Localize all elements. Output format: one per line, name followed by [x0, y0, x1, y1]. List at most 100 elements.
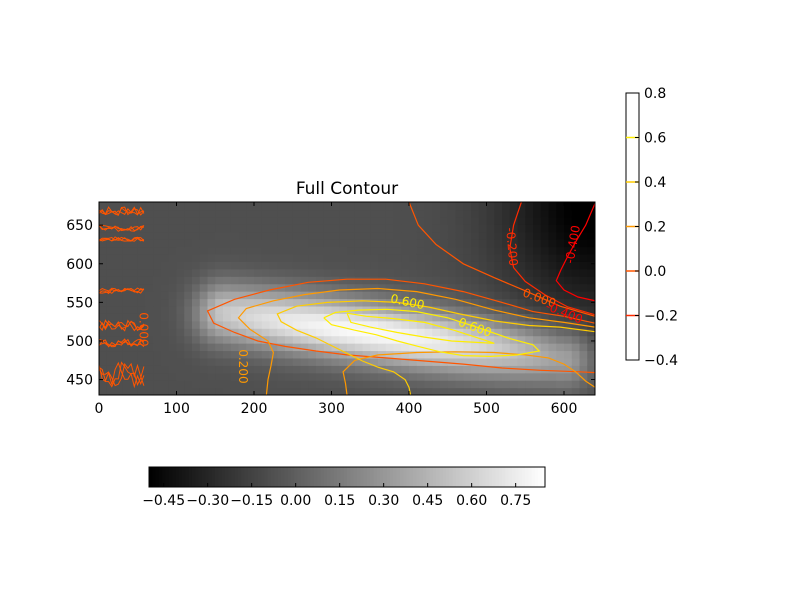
heatmap-cell	[223, 305, 232, 314]
heatmap-cell	[308, 320, 317, 329]
heatmap-cell	[106, 357, 116, 366]
heatmap-cell	[401, 320, 410, 329]
heatmap-cell	[339, 305, 348, 314]
heatmap-cell	[192, 224, 201, 233]
heatmap-cell	[161, 380, 170, 389]
heatmap-cell	[509, 231, 519, 240]
heatmap-cell	[285, 209, 294, 218]
heatmap-cell	[486, 387, 495, 395]
image-colorbar-segment	[366, 467, 371, 487]
heatmap-cell	[238, 380, 247, 389]
heatmap-cell	[354, 261, 364, 270]
heatmap-cell	[316, 343, 325, 352]
heatmap-cell	[300, 209, 309, 218]
heatmap-cell	[254, 343, 263, 352]
heatmap-cell	[176, 357, 185, 366]
heatmap-cell	[192, 313, 201, 322]
heatmap-cell	[587, 320, 595, 329]
heatmap-cell	[199, 372, 209, 381]
heatmap-cell	[579, 335, 588, 344]
heatmap-cell	[424, 365, 433, 374]
heatmap-cell	[525, 239, 534, 248]
heatmap-cell	[292, 365, 302, 374]
heatmap-cell	[370, 372, 379, 381]
heatmap-cell	[533, 224, 542, 233]
heatmap-cell	[114, 387, 123, 395]
heatmap-cell	[230, 335, 240, 344]
x-tick-label: 100	[163, 401, 190, 417]
heatmap-cell	[416, 357, 426, 366]
heatmap-cell	[99, 216, 108, 225]
heatmap-cell	[463, 224, 472, 233]
heatmap-cell	[494, 246, 503, 255]
heatmap-cell	[486, 216, 495, 225]
heatmap-cell	[533, 298, 542, 307]
image-colorbar-segment	[162, 467, 167, 487]
heatmap-cell	[385, 239, 395, 248]
heatmap-cell	[238, 261, 247, 270]
image-colorbar-segment	[191, 467, 196, 487]
heatmap-cell	[370, 320, 379, 329]
heatmap-cell	[556, 380, 565, 389]
heatmap-cell	[494, 320, 503, 329]
heatmap-cell	[223, 335, 232, 344]
heatmap-cell	[308, 283, 317, 292]
heatmap-cell	[556, 305, 565, 314]
heatmap-cell	[316, 365, 325, 374]
heatmap-cell	[207, 216, 216, 225]
heatmap-cell	[184, 291, 193, 300]
heatmap-cell	[502, 209, 511, 218]
heatmap-cell	[517, 253, 526, 262]
heatmap-cell	[478, 380, 488, 389]
heatmap-cell	[130, 224, 139, 233]
contour-colorbar-label: −0.2	[644, 309, 678, 325]
heatmap-cell	[440, 261, 449, 270]
heatmap-cell	[261, 343, 271, 352]
heatmap-cell	[246, 380, 255, 389]
heatmap-cell	[494, 202, 503, 211]
heatmap-cell	[254, 276, 263, 285]
heatmap-cell	[285, 320, 294, 329]
heatmap-cell	[401, 350, 410, 359]
heatmap-cell	[137, 343, 147, 352]
heatmap-cell	[254, 387, 263, 395]
heatmap-cell	[246, 246, 255, 255]
heatmap-cell	[447, 357, 457, 366]
heatmap-cell	[540, 313, 550, 322]
heatmap-cell	[548, 372, 557, 381]
heatmap-cell	[416, 239, 426, 248]
image-colorbar-segment	[340, 467, 345, 487]
heatmap-cell	[432, 276, 441, 285]
heatmap-cell	[137, 387, 147, 395]
heatmap-cell	[587, 365, 595, 374]
heatmap-cell	[292, 253, 302, 262]
heatmap-cell	[261, 320, 271, 329]
heatmap-cell	[230, 365, 240, 374]
heatmap-cell	[533, 276, 542, 285]
heatmap-cell	[533, 216, 542, 225]
heatmap-cell	[432, 209, 441, 218]
x-tick-label: 400	[396, 401, 423, 417]
heatmap-cell	[308, 305, 317, 314]
heatmap-cell	[238, 387, 247, 395]
heatmap-cell	[238, 231, 247, 240]
heatmap-cell	[207, 320, 216, 329]
heatmap-cell	[122, 202, 131, 211]
heatmap-cell	[455, 253, 464, 262]
image-colorbar-segment	[360, 467, 365, 487]
heatmap-cell	[300, 305, 309, 314]
heatmap-cell	[502, 268, 511, 277]
heatmap-cell	[517, 216, 526, 225]
image-colorbar-segment	[320, 467, 325, 487]
plot-frame	[98, 201, 596, 396]
heatmap-cell	[564, 298, 573, 307]
heatmap-cell	[215, 365, 224, 374]
heatmap-cell	[494, 313, 503, 322]
heatmap-cell	[393, 313, 402, 322]
heatmap-cell	[579, 202, 588, 211]
heatmap-cell	[161, 283, 170, 292]
heatmap-cell	[463, 335, 472, 344]
heatmap-cell	[385, 246, 395, 255]
heatmap-cell	[525, 202, 534, 211]
heatmap-cell	[494, 239, 503, 248]
